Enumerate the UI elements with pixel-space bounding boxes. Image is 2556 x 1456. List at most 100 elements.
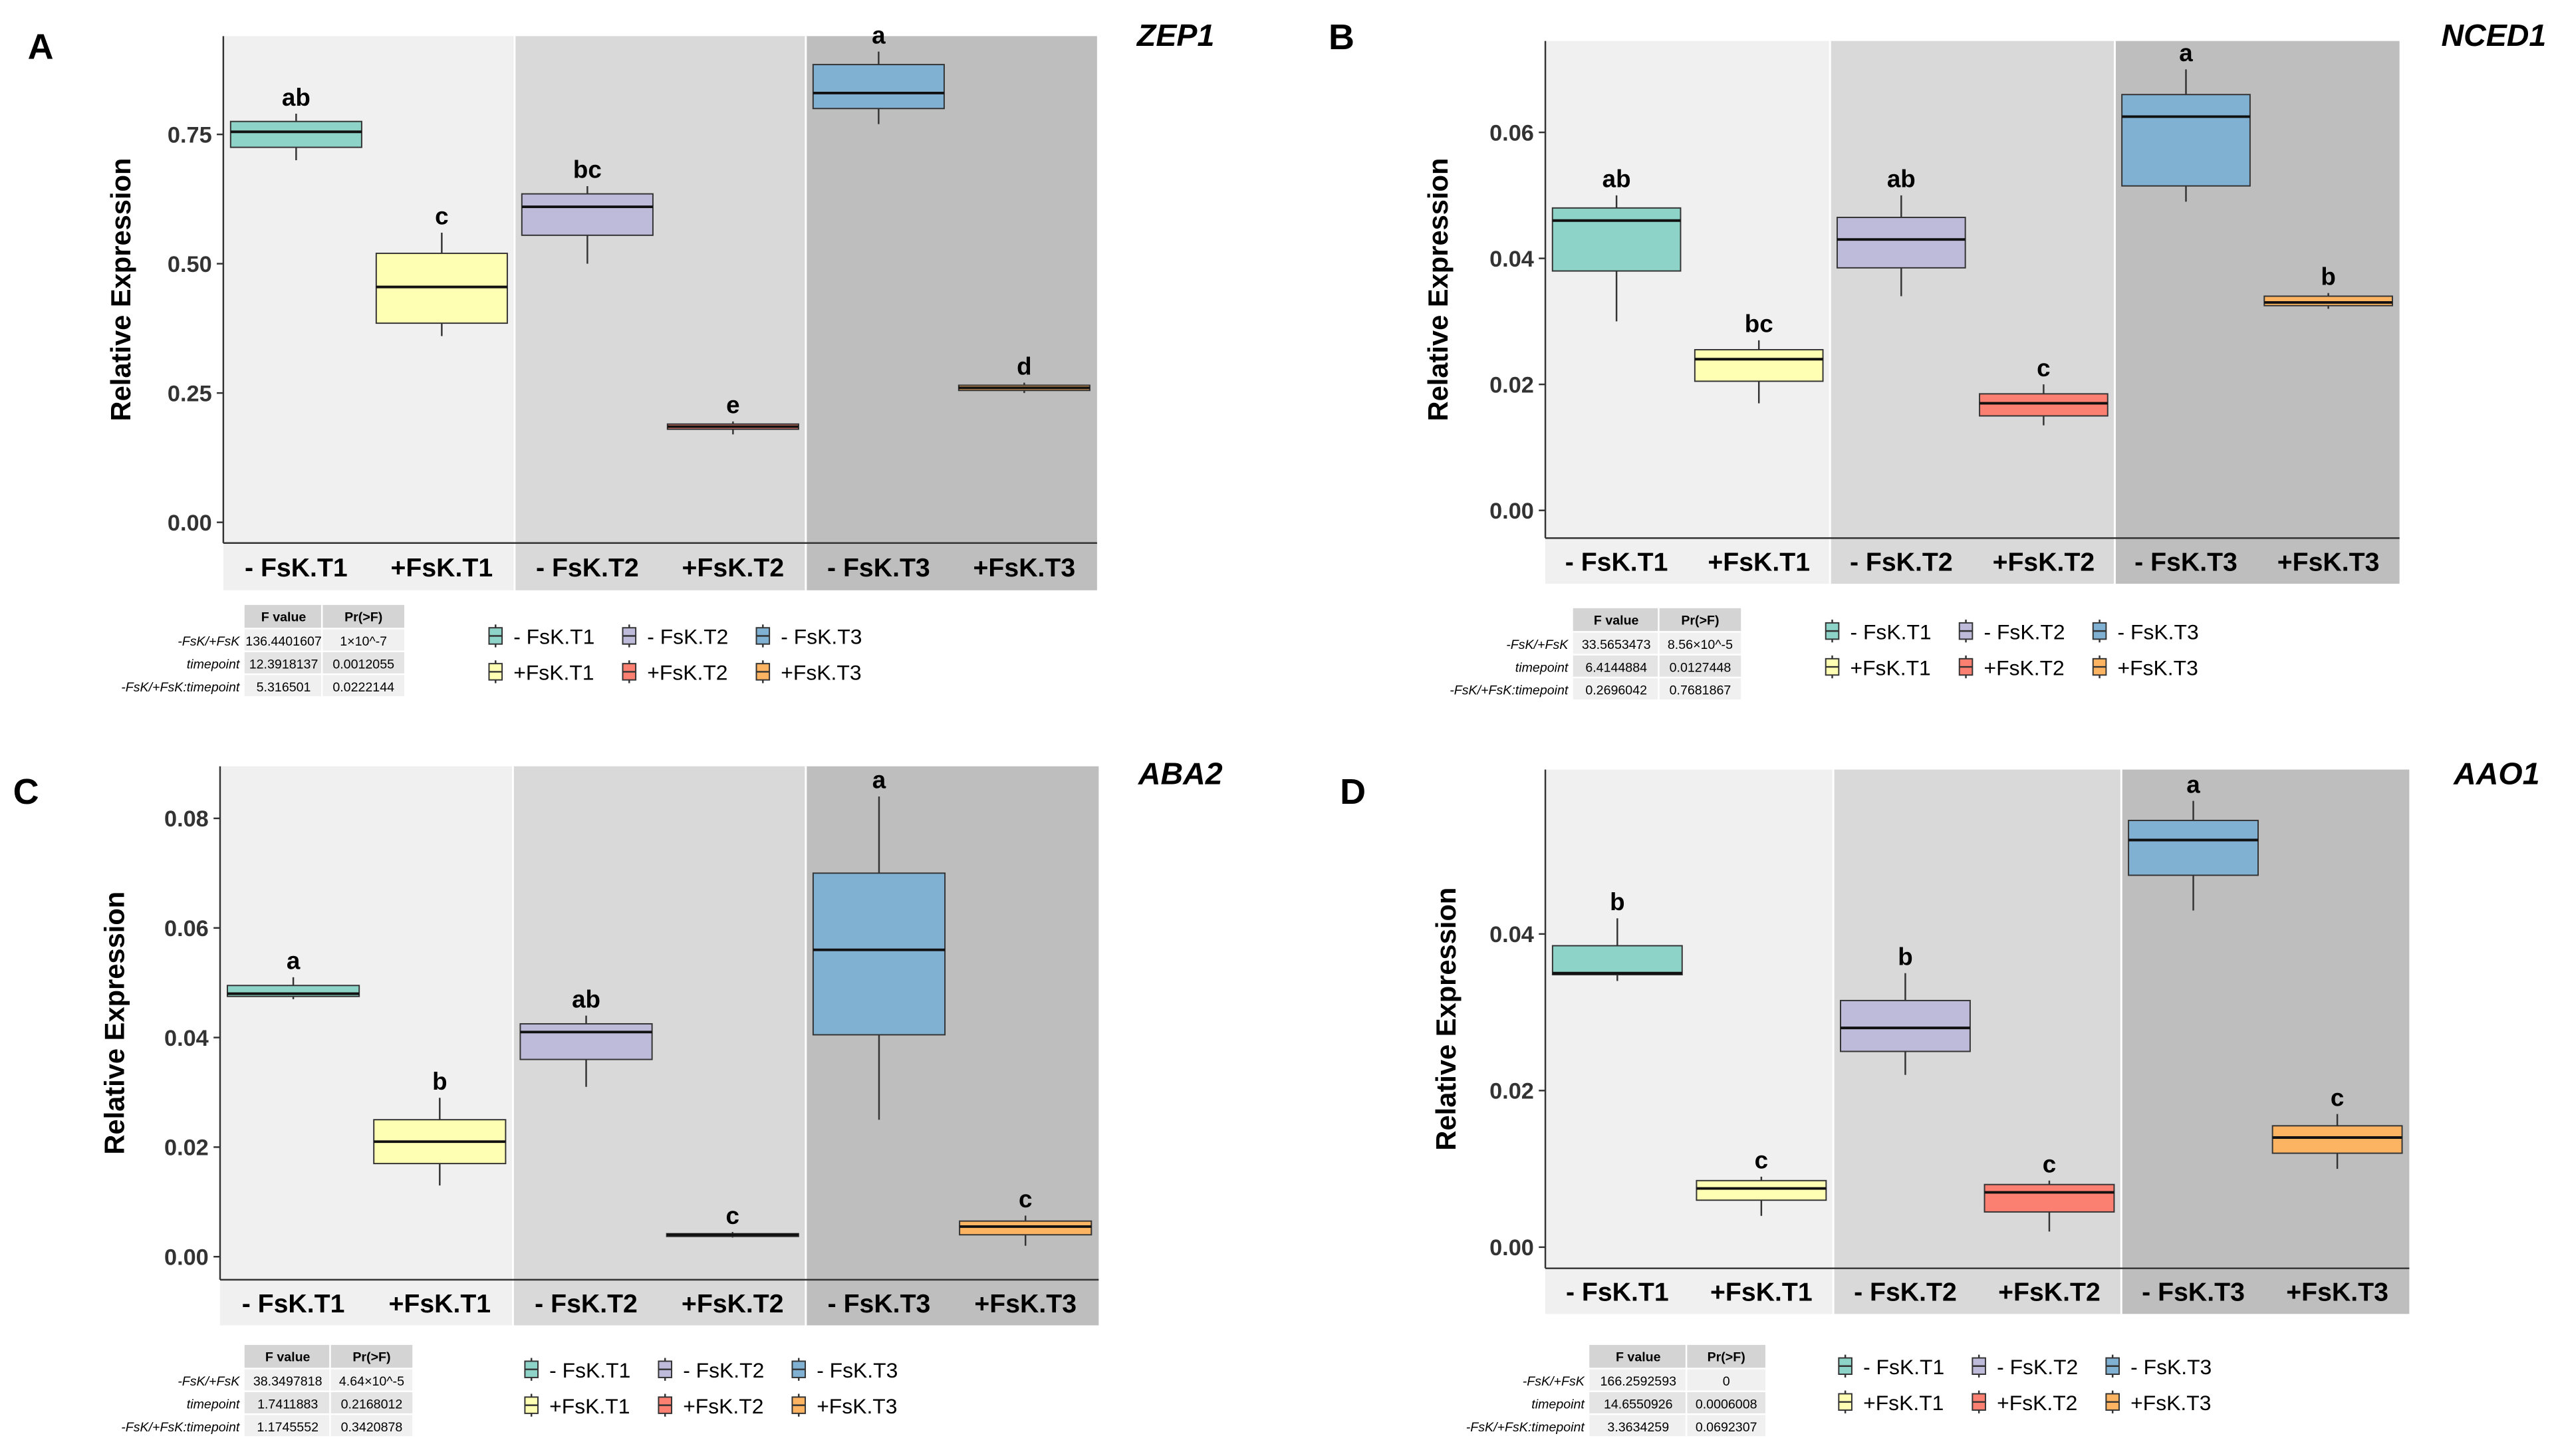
- legend-item: +FsK.T3: [755, 660, 862, 685]
- significance-letter: ab: [1887, 166, 1916, 193]
- table-cell: [244, 652, 321, 673]
- x-tick-label: +FsK.T2: [1998, 1278, 2101, 1307]
- iqr-box: [521, 193, 654, 236]
- table-header: Pr(>F): [352, 1350, 390, 1364]
- legend-item: - FsK.T2: [1972, 1354, 2078, 1379]
- timepoint-background: [805, 36, 1097, 543]
- anova-table: F value Pr(>F) -FsK/+FsK 136.4401607 1×10^-7…: [121, 604, 404, 697]
- x-strip-background: [1830, 538, 2115, 584]
- legend-label: +FsK.T2: [1984, 656, 2065, 679]
- legend-item: +FsK.T1: [488, 660, 594, 685]
- f-value: 33.5653473: [1582, 638, 1651, 652]
- box--fsk-t3: a - FsK.T3: [812, 767, 946, 1318]
- y-tick-label: 0.02: [1489, 372, 1534, 398]
- legend-item: +FsK.T2: [658, 1394, 763, 1418]
- legend-label: - FsK.T3: [781, 625, 862, 649]
- table-cell: [1589, 1369, 1686, 1391]
- legend: - FsK.T1 - FsK.T2 - FsK.T3 +FsK.T1 +FsK.T2 +F…: [1825, 619, 2199, 679]
- significance-letter: a: [872, 21, 886, 49]
- significance-letter: a: [2179, 39, 2193, 66]
- significance-letter: bc: [573, 156, 602, 183]
- panel-d: 0.00 0.02 0.04 Relative Expression b - FsK.T1…: [1340, 757, 2539, 1437]
- x-strip-background: [805, 543, 1097, 590]
- anova-table: F value Pr(>F) -FsK/+FsK 166.2592593 0 timepo…: [1466, 1344, 1766, 1437]
- box--fsk-t2: ab - FsK.T2: [1836, 166, 1966, 576]
- y-axis-label: Relative Expression: [98, 892, 130, 1155]
- iqr-box: [959, 1220, 1092, 1236]
- p-value: 8.56×10^-5: [1668, 638, 1733, 652]
- f-value: 0.2696042: [1585, 683, 1647, 698]
- legend-label: - FsK.T3: [2130, 1355, 2212, 1379]
- x-strip-background: [1545, 1268, 1834, 1314]
- x-tick-label: +FsK.T1: [1708, 547, 1810, 576]
- p-value: 0.0127448: [1670, 660, 1731, 675]
- table-cell: [244, 1415, 330, 1437]
- legend-label: +FsK.T2: [683, 1394, 763, 1418]
- iqr-box: [812, 64, 945, 110]
- legend-label: - FsK.T1: [1850, 620, 1931, 644]
- table-header-cell: [1687, 1344, 1766, 1368]
- box--fsk-t1: ab - FsK.T1: [229, 84, 362, 582]
- panel-c: 0.00 0.02 0.04 0.06 0.08 Relative Expression a…: [13, 757, 1223, 1437]
- table-cell: [1687, 1369, 1766, 1391]
- legend-label: +FsK.T3: [2130, 1391, 2211, 1415]
- table-header-cell: [1659, 608, 1741, 632]
- significance-letter: d: [1017, 352, 1031, 380]
- p-value: 0.0692307: [1696, 1420, 1757, 1435]
- table-cell: [244, 1369, 330, 1391]
- x-strip-background: [1833, 1268, 2122, 1314]
- x-strip-background: [223, 543, 515, 590]
- legend-item: +FsK.T3: [2092, 655, 2198, 679]
- table-header: Pr(>F): [1708, 1350, 1745, 1364]
- table-cell: [1659, 632, 1741, 654]
- significance-letter: c: [726, 1202, 739, 1229]
- iqr-box: [2271, 1125, 2403, 1154]
- y-tick-label: 0.06: [1489, 120, 1534, 146]
- legend-label: - FsK.T1: [513, 625, 594, 649]
- box--fsk-t3: d +FsK.T3: [958, 352, 1090, 582]
- panel-letter: B: [1329, 17, 1354, 57]
- table-row-term: timepoint: [187, 1397, 241, 1412]
- box--fsk-t1: a - FsK.T1: [226, 947, 360, 1318]
- legend-item: +FsK.T2: [1958, 655, 2065, 679]
- f-value: 5.316501: [257, 680, 311, 695]
- x-strip-background: [2114, 538, 2400, 584]
- timepoint-background: [513, 766, 806, 1280]
- x-tick-label: - FsK.T3: [2134, 547, 2237, 576]
- panel-letter: A: [28, 27, 54, 67]
- legend-item: +FsK.T1: [1825, 655, 1931, 679]
- x-tick-label: +FsK.T3: [2286, 1278, 2388, 1307]
- significance-letter: b: [432, 1068, 447, 1095]
- y-axis-label: Relative Expression: [1422, 158, 1454, 422]
- significance-letter: a: [287, 947, 301, 975]
- box--fsk-t2: e +FsK.T2: [666, 392, 799, 582]
- legend-item: - FsK.T3: [755, 624, 862, 649]
- table-header: F value: [1616, 1350, 1661, 1364]
- gene-title: ZEP1: [1136, 18, 1214, 53]
- significance-letter: c: [2331, 1084, 2344, 1111]
- box--fsk-t2: c +FsK.T2: [1979, 354, 2109, 576]
- significance-letter: a: [2186, 771, 2200, 798]
- table-cell: [1659, 655, 1741, 677]
- legend-label: - FsK.T2: [1984, 620, 2065, 644]
- box--fsk-t1: c +FsK.T1: [1696, 1147, 1827, 1307]
- legend-label: +FsK.T1: [1850, 656, 1930, 679]
- x-tick-label: - FsK.T2: [535, 1289, 638, 1318]
- table-cell: [1589, 1415, 1686, 1437]
- x-tick-label: +FsK.T2: [1993, 547, 2095, 576]
- table-cell: [1687, 1415, 1766, 1437]
- table-header-cell: [244, 1344, 330, 1368]
- table-header: Pr(>F): [344, 610, 382, 624]
- iqr-box: [2263, 295, 2393, 306]
- legend-label: - FsK.T3: [817, 1358, 898, 1382]
- x-tick-label: +FsK.T3: [974, 1289, 1077, 1318]
- p-value: 0.2168012: [341, 1397, 403, 1412]
- box--fsk-t1: b - FsK.T1: [1551, 888, 1683, 1307]
- legend-label: - FsK.T2: [1997, 1355, 2078, 1379]
- iqr-box: [1551, 945, 1683, 976]
- p-value: 0.0012055: [332, 658, 394, 672]
- iqr-box: [1696, 1179, 1827, 1201]
- p-value: 0.0006008: [1696, 1397, 1757, 1412]
- table-cell: [1589, 1392, 1686, 1413]
